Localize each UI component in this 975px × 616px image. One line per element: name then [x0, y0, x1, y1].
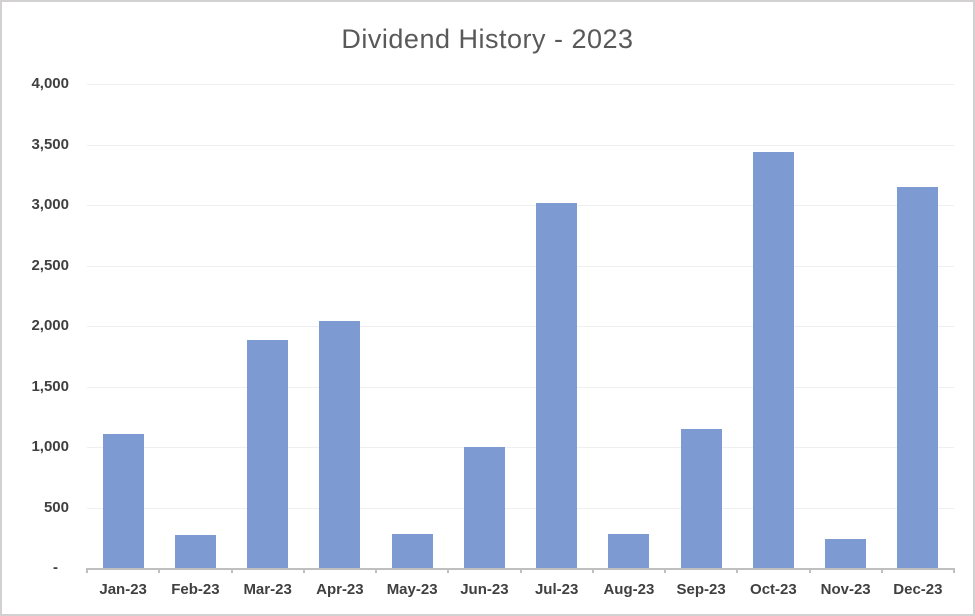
y-axis-tick-label: 2,000	[31, 317, 69, 334]
x-axis-tick	[158, 568, 160, 573]
y-axis-tick-label: 2,500	[31, 256, 69, 274]
x-axis-category-label: Jan-23	[99, 581, 147, 598]
gridline	[87, 205, 954, 206]
x-axis-category-label: Aug-23	[603, 581, 655, 598]
bar-Sep-23	[680, 429, 722, 568]
chart-title: Dividend History - 2023	[341, 24, 634, 54]
x-axis-tick	[881, 568, 883, 573]
x-axis-category-label: Nov-23	[820, 581, 871, 598]
x-axis-tick	[231, 568, 233, 573]
bar-Jun-23	[463, 447, 505, 568]
gridline	[87, 265, 954, 267]
gridline	[87, 386, 954, 388]
bar-Feb-23	[174, 535, 216, 568]
bar-Jan-23	[102, 434, 144, 568]
bar-Dec-23	[897, 187, 939, 568]
gridline	[87, 144, 954, 146]
bar-Aug-23	[608, 534, 650, 568]
gridline	[87, 84, 954, 85]
y-axis-tick-label: 3,000	[31, 196, 69, 213]
y-axis-tick-label: 500	[43, 498, 69, 516]
x-axis-category-label: Sep-23	[676, 581, 726, 598]
x-axis-category-label: Feb-23	[171, 581, 220, 598]
x-axis-tick	[447, 568, 449, 573]
x-axis-tick	[520, 568, 522, 573]
x-axis-category-label: Dec-23	[893, 581, 943, 598]
y-axis-tick-label: 1,000	[31, 438, 69, 455]
plot-area	[87, 84, 954, 570]
y-axis-tick-label: -	[53, 559, 58, 576]
gridline	[87, 507, 954, 509]
x-axis-tick	[809, 568, 811, 573]
y-axis-tick-label: 1,500	[31, 377, 69, 395]
bar-May-23	[391, 534, 433, 568]
bar-Jul-23	[536, 203, 578, 568]
x-axis-tick	[592, 568, 594, 573]
x-axis-category-label: Mar-23	[243, 581, 292, 598]
x-axis-tick	[664, 568, 666, 573]
x-axis-tick	[953, 568, 955, 573]
gridline	[87, 447, 954, 448]
x-axis-tick	[736, 568, 738, 573]
x-axis-category-label: Jul-23	[534, 581, 579, 598]
bar-Nov-23	[825, 539, 867, 568]
x-axis-category-label: May-23	[386, 581, 438, 598]
x-axis-tick	[86, 568, 88, 573]
x-axis-category-label: Apr-23	[316, 581, 364, 598]
bar-Mar-23	[247, 340, 289, 568]
y-axis-tick-label: 4,000	[31, 75, 69, 92]
gridline	[87, 326, 954, 327]
x-axis-tick	[375, 568, 377, 573]
x-axis-category-label: Jun-23	[460, 581, 509, 598]
bar-Oct-23	[752, 152, 794, 568]
x-axis-tick	[303, 568, 305, 573]
y-axis-tick-label: 3,500	[31, 135, 69, 153]
bar-Apr-23	[319, 321, 361, 568]
x-axis-category-label: Oct-23	[750, 581, 797, 598]
